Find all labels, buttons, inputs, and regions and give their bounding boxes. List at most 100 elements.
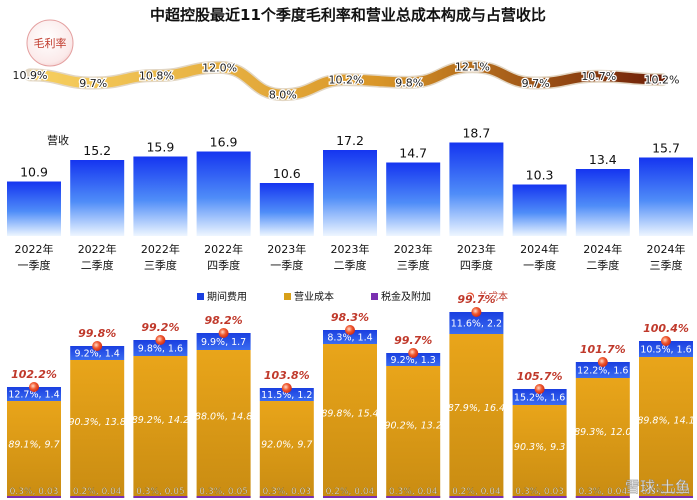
legend-swatch-total [466,292,474,301]
tax-bar [70,496,125,498]
operating-cost-label: 89.3%, 12.0 [574,427,631,438]
revenue-bar [575,169,630,236]
margin-data-label: 9.7% [522,77,550,90]
legend-label-operating: 营业成本 [294,290,334,303]
margin-point: 9.8% [394,75,424,91]
operating-cost-label: 92.0%, 9.7 [261,440,312,451]
tax-label: 0.2%, 0.04 [452,487,501,497]
revenue-bar [639,157,693,236]
tax-bar [196,496,251,498]
revenue-value-label: 13.4 [589,152,617,167]
tax-label: 0.3%, 0.03 [10,487,59,497]
tax-bar [639,496,693,498]
tax-label: 0.3%, 0.05 [136,487,185,497]
total-cost-dot [29,382,39,392]
total-cost-label: 101.7% [580,343,626,356]
cost-stacked-bars: 12.7%, 1.4 89.1%, 9.7 0.3%, 0.03 102.2% 9.2%… [7,292,695,498]
category-label-quarter: 二季度 [81,258,114,272]
total-cost-label: 103.8% [264,369,310,382]
tax-label: 0.2%, 0.04 [73,487,122,497]
total-cost-dot [534,384,545,394]
margin-data-label: 12.1% [455,61,490,74]
legend: 期间费用 营业成本 税金及附加 总成本 [197,290,508,303]
operating-cost-bar [639,357,693,498]
tax-bar [386,496,441,498]
legend-label-period: 期间费用 [207,290,247,303]
category-label-quarter: 四季度 [460,258,493,272]
tax-label: 0.3%, 0.03 [262,487,311,497]
operating-cost-label: 87.9%, 16.4 [448,403,505,414]
legend-swatch-period [197,293,204,300]
operating-cost-bar [575,378,630,498]
operating-cost-bar [70,360,125,498]
period-expense-bar [196,333,251,350]
period-expense-bar [386,353,441,366]
total-cost-label: 99.8% [78,327,116,340]
margin-data-label: 10.8% [139,70,174,83]
operating-cost-bar [196,350,251,498]
operating-cost-bar [512,405,567,498]
margin-series-line [29,61,668,100]
period-expense-label: 15.2%, 1.6 [514,393,565,404]
period-expense-bar [449,312,504,334]
margin-data-label: 10.2% [645,74,680,87]
operating-cost-label: 90.2%, 13.2 [385,420,442,431]
category-label-year: 2023年 [457,242,496,256]
margin-data-label: 9.7% [79,77,107,90]
revenue-bar [133,156,188,236]
category-label-quarter: 一季度 [523,258,556,272]
category-label-quarter: 三季度 [650,258,683,272]
revenue-value-label: 17.2 [336,133,364,148]
revenue-value-label: 18.7 [462,126,490,141]
revenue-bar [512,184,567,236]
period-expense-label: 9.2%, 1.3 [391,355,436,366]
tax-bar [512,496,567,498]
margin-point: 12.0% [201,60,238,76]
category-label-year: 2022年 [78,242,117,256]
period-expense-label: 9.9%, 1.7 [201,337,246,348]
tax-label: 0.3%, 0.05 [199,487,248,497]
category-label-year: 2024年 [647,242,686,256]
revenue-value-label: 10.3 [526,168,554,183]
category-label-quarter: 三季度 [397,258,430,272]
category-label-year: 2024年 [520,242,559,256]
total-cost-dot [661,336,671,346]
total-cost-label: 99.7% [394,334,432,347]
margin-point: 12.1% [454,59,491,75]
margin-point: 10.8% [138,68,175,84]
revenue-bars: 10.9 15.2 15.9 16.9 10.6 17.2 14.7 18.7 10.3 13.4… [7,126,693,236]
revenue-value-label: 10.6 [273,166,301,181]
tax-bar [323,496,377,498]
operating-cost-label: 89.8%, 14.1 [637,415,694,426]
operating-cost-label: 89.2%, 14.2 [132,415,189,426]
operating-cost-bar [133,356,188,498]
total-cost-dot [281,383,292,393]
margin-data-label: 8.0% [269,89,297,102]
legend-label-total: 总成本 [478,290,508,303]
period-expense-label: 10.5%, 1.6 [640,345,691,356]
category-label-year: 2023年 [331,242,370,256]
total-cost-dot [408,348,419,358]
category-label-year: 2023年 [394,242,433,256]
category-label-quarter: 二季度 [334,258,367,272]
revenue-bar [196,151,251,236]
tax-label: 0.3%, 0.03 [515,487,564,497]
tax-label: 0.2%, 0.04 [326,487,375,497]
tax-bar [7,496,61,498]
margin-ribbon: 10.9% 9.7% 10.8% 12.0% 8.0% 10.2% 9.8% 12.1% 9.7… [11,59,680,102]
operating-cost-bar [386,366,441,498]
legend-label-tax: 税金及附加 [381,290,431,303]
legend-swatch-operating [284,293,291,300]
tax-bar [575,496,630,498]
revenue-bar [323,150,377,236]
category-label-year: 2022年 [204,242,243,256]
category-label-quarter: 二季度 [586,258,619,272]
margin-data-label: 9.8% [395,76,423,89]
period-expense-label: 9.2%, 1.4 [75,349,120,360]
revenue-value-label: 15.2 [83,143,111,158]
